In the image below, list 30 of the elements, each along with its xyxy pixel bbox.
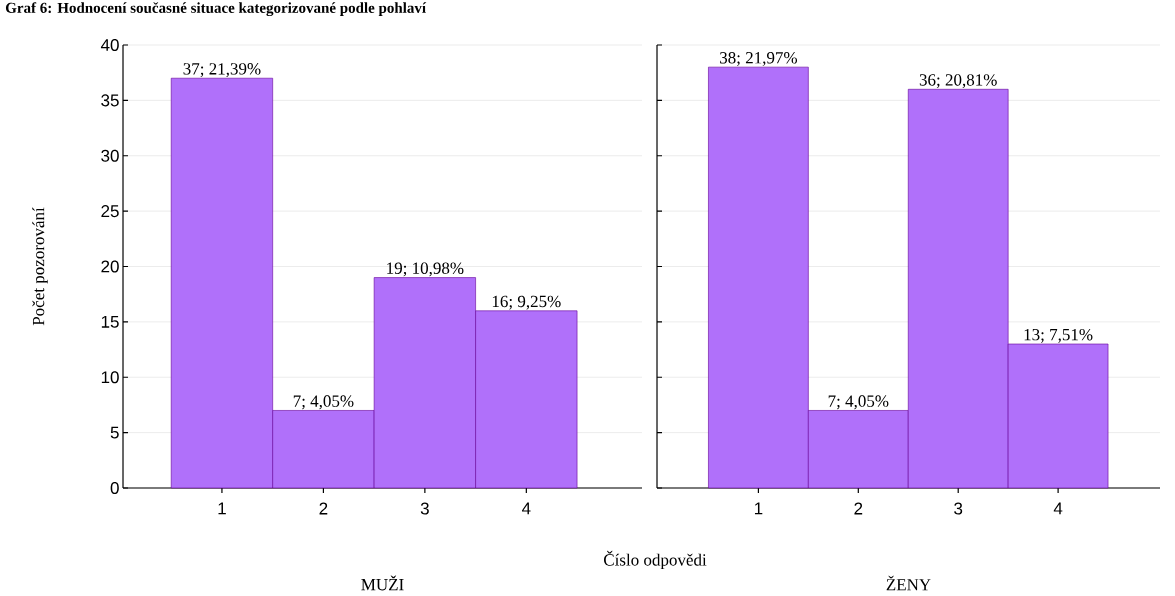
y-tick-label: 25 xyxy=(101,205,119,218)
y-axis-title: Počet pozorování xyxy=(32,207,48,326)
x-tick-label: 2 xyxy=(319,502,328,515)
y-tick-label: 20 xyxy=(101,260,119,273)
y-tick-label: 15 xyxy=(101,315,119,328)
y-tick-label: 10 xyxy=(101,371,119,384)
x-tick-label: 3 xyxy=(954,502,963,515)
x-tick-label: 2 xyxy=(854,502,863,515)
chart-title: Graf 6: Hodnocení současné situace kategorizované podle pohlaví xyxy=(5,2,427,17)
y-tick-label: 0 xyxy=(110,481,119,495)
x-tick-label: 1 xyxy=(754,502,763,515)
data-label: 38; 21,97% xyxy=(720,52,798,66)
x-tick-label: 4 xyxy=(1053,502,1063,515)
y-tick-label: 30 xyxy=(101,149,119,162)
y-tick-label: 40 xyxy=(100,38,119,52)
text: MUŽI xyxy=(361,575,404,591)
data-label: 36; 20,81% xyxy=(919,74,997,89)
x-tick-label: 1 xyxy=(218,502,226,515)
data-label: 7; 4,05% xyxy=(828,395,889,410)
y-tick-label: 35 xyxy=(101,94,119,107)
data-label: 16; 9,25% xyxy=(492,295,561,310)
x-tick-label: 3 xyxy=(420,502,429,515)
text: ŽENY xyxy=(886,575,931,591)
x-tick-label: 4 xyxy=(522,502,531,515)
x-axis-title: Číslo odpovědi xyxy=(603,550,707,570)
data-label: 13; 7,51% xyxy=(1024,328,1093,343)
y-tick-label: 5 xyxy=(110,426,119,439)
data-label: 19; 10,98% xyxy=(387,262,464,277)
data-label: 37; 21,39% xyxy=(183,63,261,78)
data-label: 7; 4,05% xyxy=(293,395,354,410)
